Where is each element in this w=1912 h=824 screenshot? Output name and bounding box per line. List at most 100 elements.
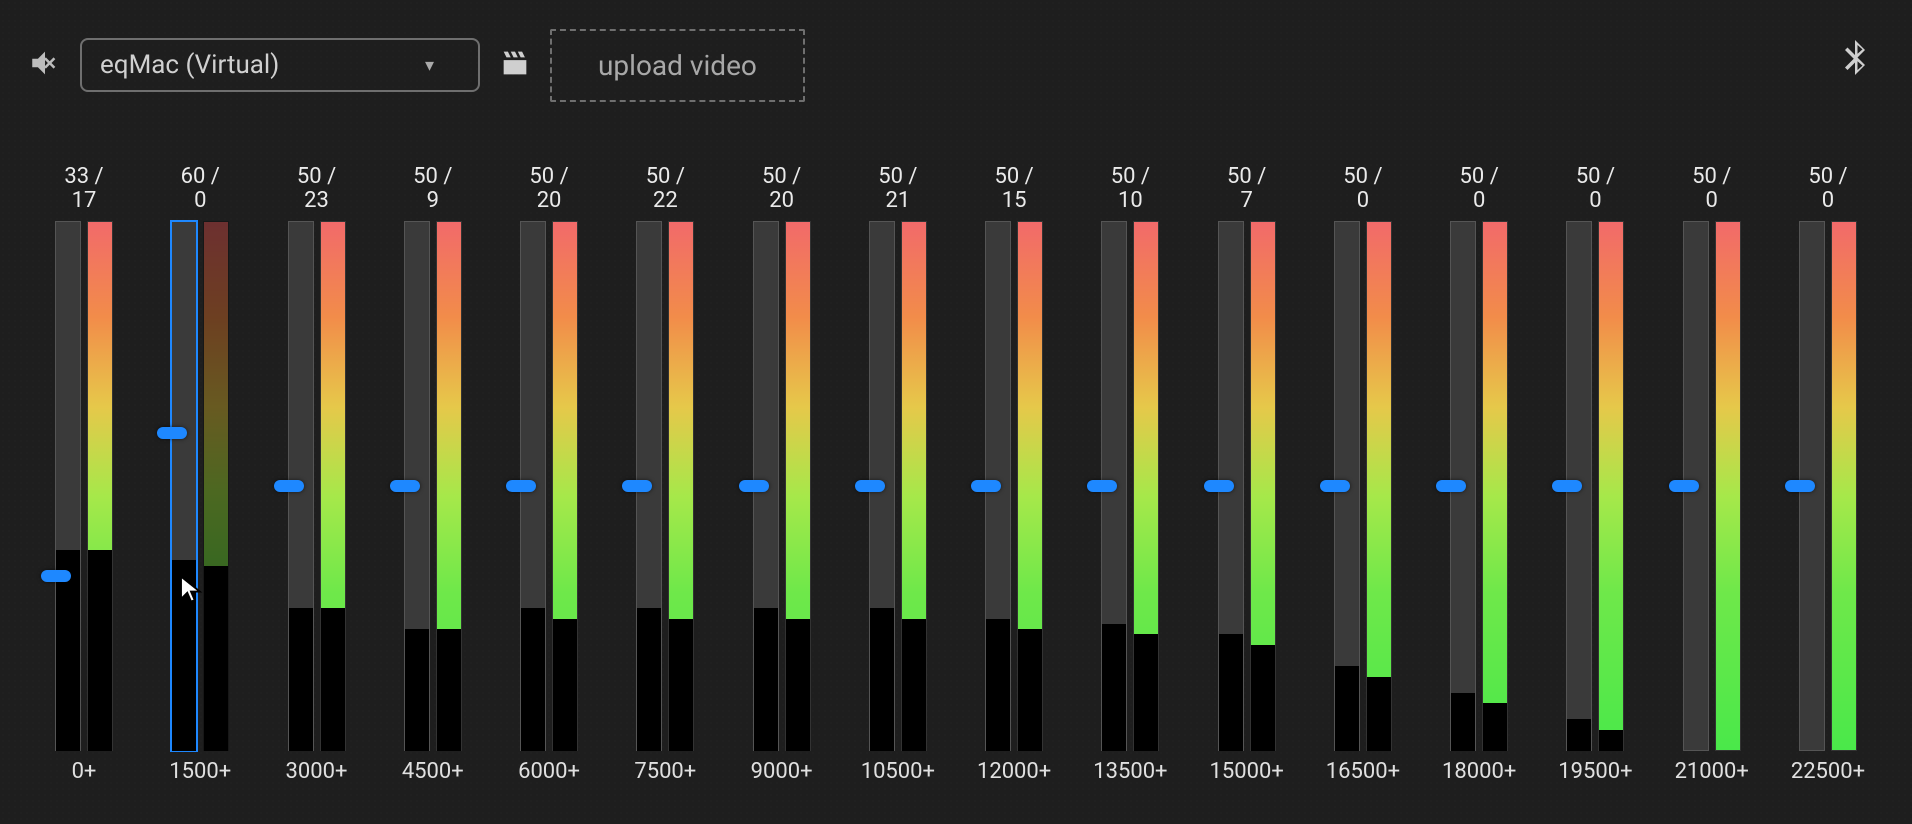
band-freq-label: 0+ bbox=[72, 759, 97, 784]
band-value-label: 60 / 0 bbox=[181, 165, 220, 215]
eq-band-10: 50 / 7 15000+ bbox=[1203, 165, 1291, 784]
band-thumb[interactable] bbox=[41, 570, 71, 582]
toolbar: eqMac (Virtual) ▾ upload video bbox=[0, 0, 1912, 100]
band-level-left bbox=[1219, 634, 1243, 751]
band-slider[interactable] bbox=[1218, 221, 1276, 751]
clapperboard-icon[interactable] bbox=[498, 46, 532, 84]
band-value-label: 50 / 20 bbox=[529, 165, 568, 215]
band-thumb[interactable] bbox=[1669, 480, 1699, 492]
band-slider[interactable] bbox=[636, 221, 694, 751]
band-freq-label: 3000+ bbox=[286, 759, 348, 784]
upload-video-button[interactable]: upload video bbox=[550, 29, 805, 102]
band-freq-label: 9000+ bbox=[751, 759, 813, 784]
eq-band-15: 50 / 022500+ bbox=[1784, 165, 1872, 784]
band-thumb[interactable] bbox=[390, 480, 420, 492]
band-meter bbox=[1366, 221, 1392, 751]
mute-icon[interactable] bbox=[28, 46, 62, 84]
band-slider[interactable] bbox=[1683, 221, 1741, 751]
eq-band-1: 60 / 0 1500+ bbox=[156, 165, 244, 784]
band-level-left bbox=[172, 560, 196, 751]
band-thumb[interactable] bbox=[1320, 480, 1350, 492]
eq-band-7: 50 / 2110500+ bbox=[854, 165, 942, 784]
band-slider[interactable] bbox=[1101, 221, 1159, 751]
band-meter bbox=[1715, 221, 1741, 751]
band-value-label: 50 / 0 bbox=[1343, 165, 1382, 215]
band-slider[interactable] bbox=[55, 221, 113, 751]
band-value-label: 50 / 0 bbox=[1576, 165, 1615, 215]
band-value-label: 50 / 9 bbox=[413, 165, 452, 215]
eq-band-14: 50 / 021000+ bbox=[1668, 165, 1756, 784]
band-thumb[interactable] bbox=[1204, 480, 1234, 492]
band-freq-label: 10500+ bbox=[861, 759, 935, 784]
band-thumb[interactable] bbox=[1087, 480, 1117, 492]
band-thumb[interactable] bbox=[274, 480, 304, 492]
band-level-right bbox=[321, 608, 345, 751]
band-level-right bbox=[553, 619, 577, 752]
band-freq-label: 12000+ bbox=[977, 759, 1051, 784]
band-freq-label: 4500+ bbox=[402, 759, 464, 784]
chevron-down-icon: ▾ bbox=[425, 55, 434, 76]
band-thumb[interactable] bbox=[622, 480, 652, 492]
audio-source-selected: eqMac (Virtual) bbox=[100, 50, 279, 80]
band-level-left bbox=[986, 619, 1010, 752]
eq-band-4: 50 / 20 6000+ bbox=[505, 165, 593, 784]
band-slider[interactable] bbox=[1450, 221, 1508, 751]
band-thumb[interactable] bbox=[506, 480, 536, 492]
band-freq-label: 1500+ bbox=[169, 759, 231, 784]
band-freq-label: 13500+ bbox=[1093, 759, 1167, 784]
band-thumb[interactable] bbox=[157, 427, 187, 439]
band-level-left bbox=[405, 629, 429, 751]
app-root: eqMac (Virtual) ▾ upload video 33 / 17 0+… bbox=[0, 0, 1912, 824]
audio-source-select[interactable]: eqMac (Virtual) ▾ bbox=[80, 38, 480, 92]
band-level-right bbox=[669, 619, 693, 752]
band-level-left bbox=[1567, 719, 1591, 751]
band-thumb[interactable] bbox=[1785, 480, 1815, 492]
band-level-right bbox=[786, 619, 810, 752]
band-level-right bbox=[88, 550, 112, 751]
band-slider[interactable] bbox=[288, 221, 346, 751]
equalizer-area: 33 / 17 0+ 60 / 0 1500+ 50 / 23 3000+ 50 / 9 45… bbox=[40, 165, 1872, 784]
band-slider[interactable] bbox=[1799, 221, 1857, 751]
band-freq-label: 22500+ bbox=[1791, 759, 1865, 784]
band-slider[interactable] bbox=[1334, 221, 1392, 751]
eq-band-8: 50 / 15 12000+ bbox=[970, 165, 1058, 784]
band-level-left bbox=[1102, 624, 1126, 751]
band-freq-label: 15000+ bbox=[1210, 759, 1284, 784]
band-value-label: 33 / 17 bbox=[64, 165, 103, 215]
band-slider[interactable] bbox=[869, 221, 927, 751]
band-thumb[interactable] bbox=[971, 480, 1001, 492]
eq-band-9: 50 / 1013500+ bbox=[1086, 165, 1174, 784]
band-thumb[interactable] bbox=[1436, 480, 1466, 492]
band-thumb[interactable] bbox=[739, 480, 769, 492]
band-freq-label: 16500+ bbox=[1326, 759, 1400, 784]
band-freq-label: 6000+ bbox=[518, 759, 580, 784]
band-meter bbox=[1598, 221, 1624, 751]
band-level-right bbox=[1599, 730, 1623, 751]
band-thumb[interactable] bbox=[1552, 480, 1582, 492]
eq-band-6: 50 / 20 9000+ bbox=[738, 165, 826, 784]
band-slider[interactable] bbox=[171, 221, 229, 751]
bluetooth-icon[interactable] bbox=[1838, 40, 1872, 84]
band-slider[interactable] bbox=[1566, 221, 1624, 751]
band-freq-label: 18000+ bbox=[1442, 759, 1516, 784]
band-slider[interactable] bbox=[985, 221, 1043, 751]
band-value-label: 50 / 23 bbox=[297, 165, 336, 215]
band-thumb[interactable] bbox=[855, 480, 885, 492]
band-value-label: 50 / 0 bbox=[1692, 165, 1731, 215]
eq-band-2: 50 / 23 3000+ bbox=[273, 165, 361, 784]
band-level-right bbox=[1367, 677, 1391, 751]
band-level-right bbox=[1018, 629, 1042, 751]
band-slider[interactable] bbox=[404, 221, 462, 751]
band-slider[interactable] bbox=[753, 221, 811, 751]
band-slider[interactable] bbox=[520, 221, 578, 751]
band-value-label: 50 / 7 bbox=[1227, 165, 1266, 215]
band-meter bbox=[1831, 221, 1857, 751]
band-level-right bbox=[1134, 634, 1158, 751]
band-value-label: 50 / 20 bbox=[762, 165, 801, 215]
band-level-right bbox=[1483, 703, 1507, 751]
eq-band-13: 50 / 019500+ bbox=[1551, 165, 1639, 784]
band-level-left bbox=[289, 608, 313, 751]
band-level-left bbox=[1451, 693, 1475, 751]
band-value-label: 50 / 15 bbox=[994, 165, 1033, 215]
band-level-left bbox=[637, 608, 661, 751]
